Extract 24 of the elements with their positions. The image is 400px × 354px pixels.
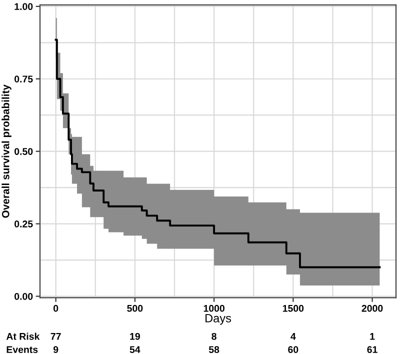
text: 4 — [290, 333, 296, 340]
x-axis-title: Days — [206, 314, 232, 325]
y-tick-label: 1.00 — [14, 3, 33, 10]
text: 1 — [370, 333, 375, 340]
x-tick-label: 1500 — [282, 304, 304, 312]
text: 9 — [53, 346, 58, 354]
y-tick-label: 0.00 — [14, 293, 33, 300]
text: 19 — [130, 332, 140, 340]
text: 54 — [130, 346, 140, 354]
y-tick-label: 0.50 — [14, 148, 33, 155]
y-tick-label: 0.25 — [14, 220, 33, 228]
text: Events — [6, 346, 38, 354]
text: At Risk — [6, 332, 40, 340]
text: 8 — [212, 332, 216, 340]
x-tick-label: 2000 — [362, 304, 383, 312]
text: 61 — [367, 346, 378, 354]
y-axis-title: Overall survival probability — [2, 84, 12, 218]
y-tick-label: 0.75 — [14, 76, 33, 82]
text: 60 — [288, 346, 298, 354]
x-tick-label: 0 — [54, 304, 58, 312]
text: 77 — [50, 333, 61, 340]
x-tick-label: 1000 — [204, 304, 224, 312]
x-tick-label: 500 — [127, 304, 143, 312]
text: 58 — [208, 346, 220, 354]
